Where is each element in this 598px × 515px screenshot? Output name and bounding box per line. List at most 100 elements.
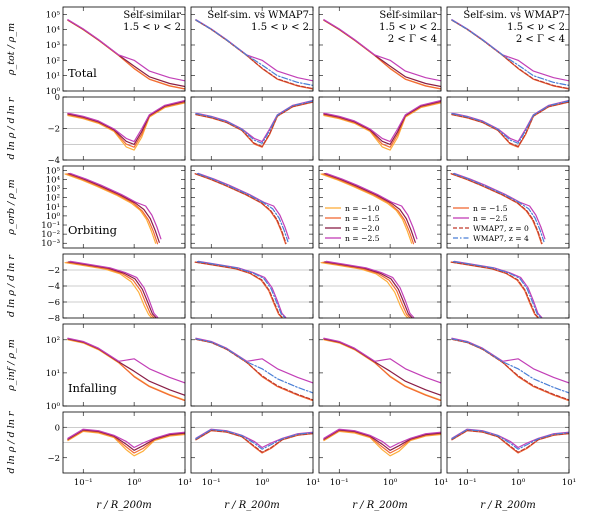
series-line — [196, 261, 286, 318]
panel-frame — [446, 411, 570, 474]
series-line — [195, 173, 287, 244]
series-line — [324, 173, 416, 243]
curves-panel — [451, 19, 569, 90]
series-line — [196, 173, 289, 243]
panel-frame — [62, 323, 186, 407]
panel-frame — [62, 6, 186, 92]
x-axis-label: r / R_200m — [224, 500, 280, 511]
series-line — [195, 19, 313, 86]
series-line — [451, 173, 543, 244]
series-line — [64, 262, 153, 318]
legend-right-label: n = −1.5 — [473, 204, 508, 213]
legend-left-label: n = −2.5 — [345, 234, 380, 243]
x-tick-label: 10¹ — [562, 478, 576, 488]
x-tick-label: 10⁰ — [511, 478, 526, 488]
series-line — [325, 260, 415, 318]
series-line — [325, 172, 418, 240]
series-line — [67, 428, 185, 449]
series-line — [322, 261, 411, 318]
row-label: Infalling — [68, 381, 118, 395]
series-line — [450, 261, 539, 318]
column-annotation: Self-similar — [123, 10, 181, 21]
series-line — [67, 102, 185, 151]
y-tick-label: 10⁵ — [46, 166, 61, 176]
y-axis-label: d ln ρ / d ln r — [6, 254, 17, 317]
curves-panel — [323, 337, 441, 402]
series-line — [323, 338, 441, 402]
series-line — [195, 429, 313, 450]
curves-panel — [195, 99, 313, 148]
series-line — [195, 100, 313, 144]
curves-panel — [323, 19, 441, 90]
x-tick-label: 10⁻¹ — [74, 478, 93, 488]
y-tick-label: −8 — [47, 314, 60, 324]
series-line — [451, 261, 540, 318]
curves-panel — [320, 260, 415, 318]
series-line — [451, 338, 569, 394]
curves-panel — [450, 172, 546, 245]
series-line — [452, 173, 545, 243]
panel-frame — [446, 6, 570, 92]
y-tick-label: 10⁰ — [46, 212, 61, 222]
y-tick-label: −2 — [47, 454, 60, 464]
x-axis-label: r / R_200m — [352, 500, 408, 511]
y-tick-label: 10³ — [46, 185, 60, 195]
series-line — [195, 261, 284, 318]
curves-panel — [67, 337, 185, 402]
series-line — [69, 172, 162, 240]
curves-panel — [451, 99, 569, 148]
curves-panel — [451, 428, 569, 454]
column-annotation: 2 < Γ < 4 — [516, 34, 565, 45]
series-line — [67, 430, 185, 454]
y-tick-label: 10⁴ — [46, 175, 61, 185]
curves-panel — [323, 428, 441, 457]
y-tick-label: 10³ — [46, 41, 60, 51]
y-tick-label: 10⁻¹ — [41, 221, 60, 231]
panel-frame — [190, 411, 314, 474]
x-tick-label: 10⁻¹ — [330, 478, 349, 488]
series-line — [195, 429, 313, 453]
series-line — [323, 102, 441, 151]
y-axis-label: d ln ρ / d ln r — [6, 410, 17, 473]
series-line — [195, 337, 313, 384]
column-annotation: 1.5 < ν < 2 — [379, 22, 437, 33]
panel-frame — [446, 323, 570, 407]
column-annotation: Self-sim. vs WMAP7 — [207, 10, 309, 21]
y-tick-label: −2 — [47, 125, 60, 135]
y-axis-label: ρ_inf / ρ_m — [6, 339, 17, 392]
y-tick-label: 10⁻³ — [41, 239, 60, 249]
series-line — [324, 261, 413, 318]
series-line — [68, 173, 160, 243]
x-tick-label: 10¹ — [434, 478, 448, 488]
x-tick-label: 10¹ — [306, 478, 320, 488]
panel-frame — [190, 6, 314, 92]
curves-panel — [67, 428, 185, 457]
series-line — [195, 338, 313, 402]
x-tick-label: 10⁰ — [255, 478, 270, 488]
curves-panel — [67, 99, 185, 151]
series-line — [451, 429, 569, 453]
y-tick-label: 10² — [46, 194, 60, 204]
y-tick-label: −6 — [47, 298, 60, 308]
curves-panel — [450, 260, 543, 318]
row-label: Total — [68, 66, 97, 80]
y-tick-label: 10⁻² — [41, 230, 60, 240]
y-tick-label: 10² — [46, 56, 60, 66]
series-line — [67, 101, 185, 148]
y-tick-label: −4 — [47, 156, 60, 166]
series-line — [195, 101, 313, 147]
y-tick-label: −2 — [47, 266, 60, 276]
series-line — [323, 99, 441, 143]
series-line — [320, 173, 413, 244]
curves-panel — [194, 260, 287, 318]
panel-frame — [318, 323, 442, 407]
curves-panel — [320, 172, 418, 245]
legend-right-label: WMAP7, z = 0 — [473, 224, 529, 233]
curves-panel — [323, 99, 441, 151]
y-axis-label: ρ_orb / ρ_m — [6, 179, 17, 235]
y-tick-label: 10² — [46, 336, 60, 346]
x-axis-label: r / R_200m — [480, 500, 536, 511]
series-line — [451, 101, 569, 147]
series-line — [197, 172, 290, 240]
